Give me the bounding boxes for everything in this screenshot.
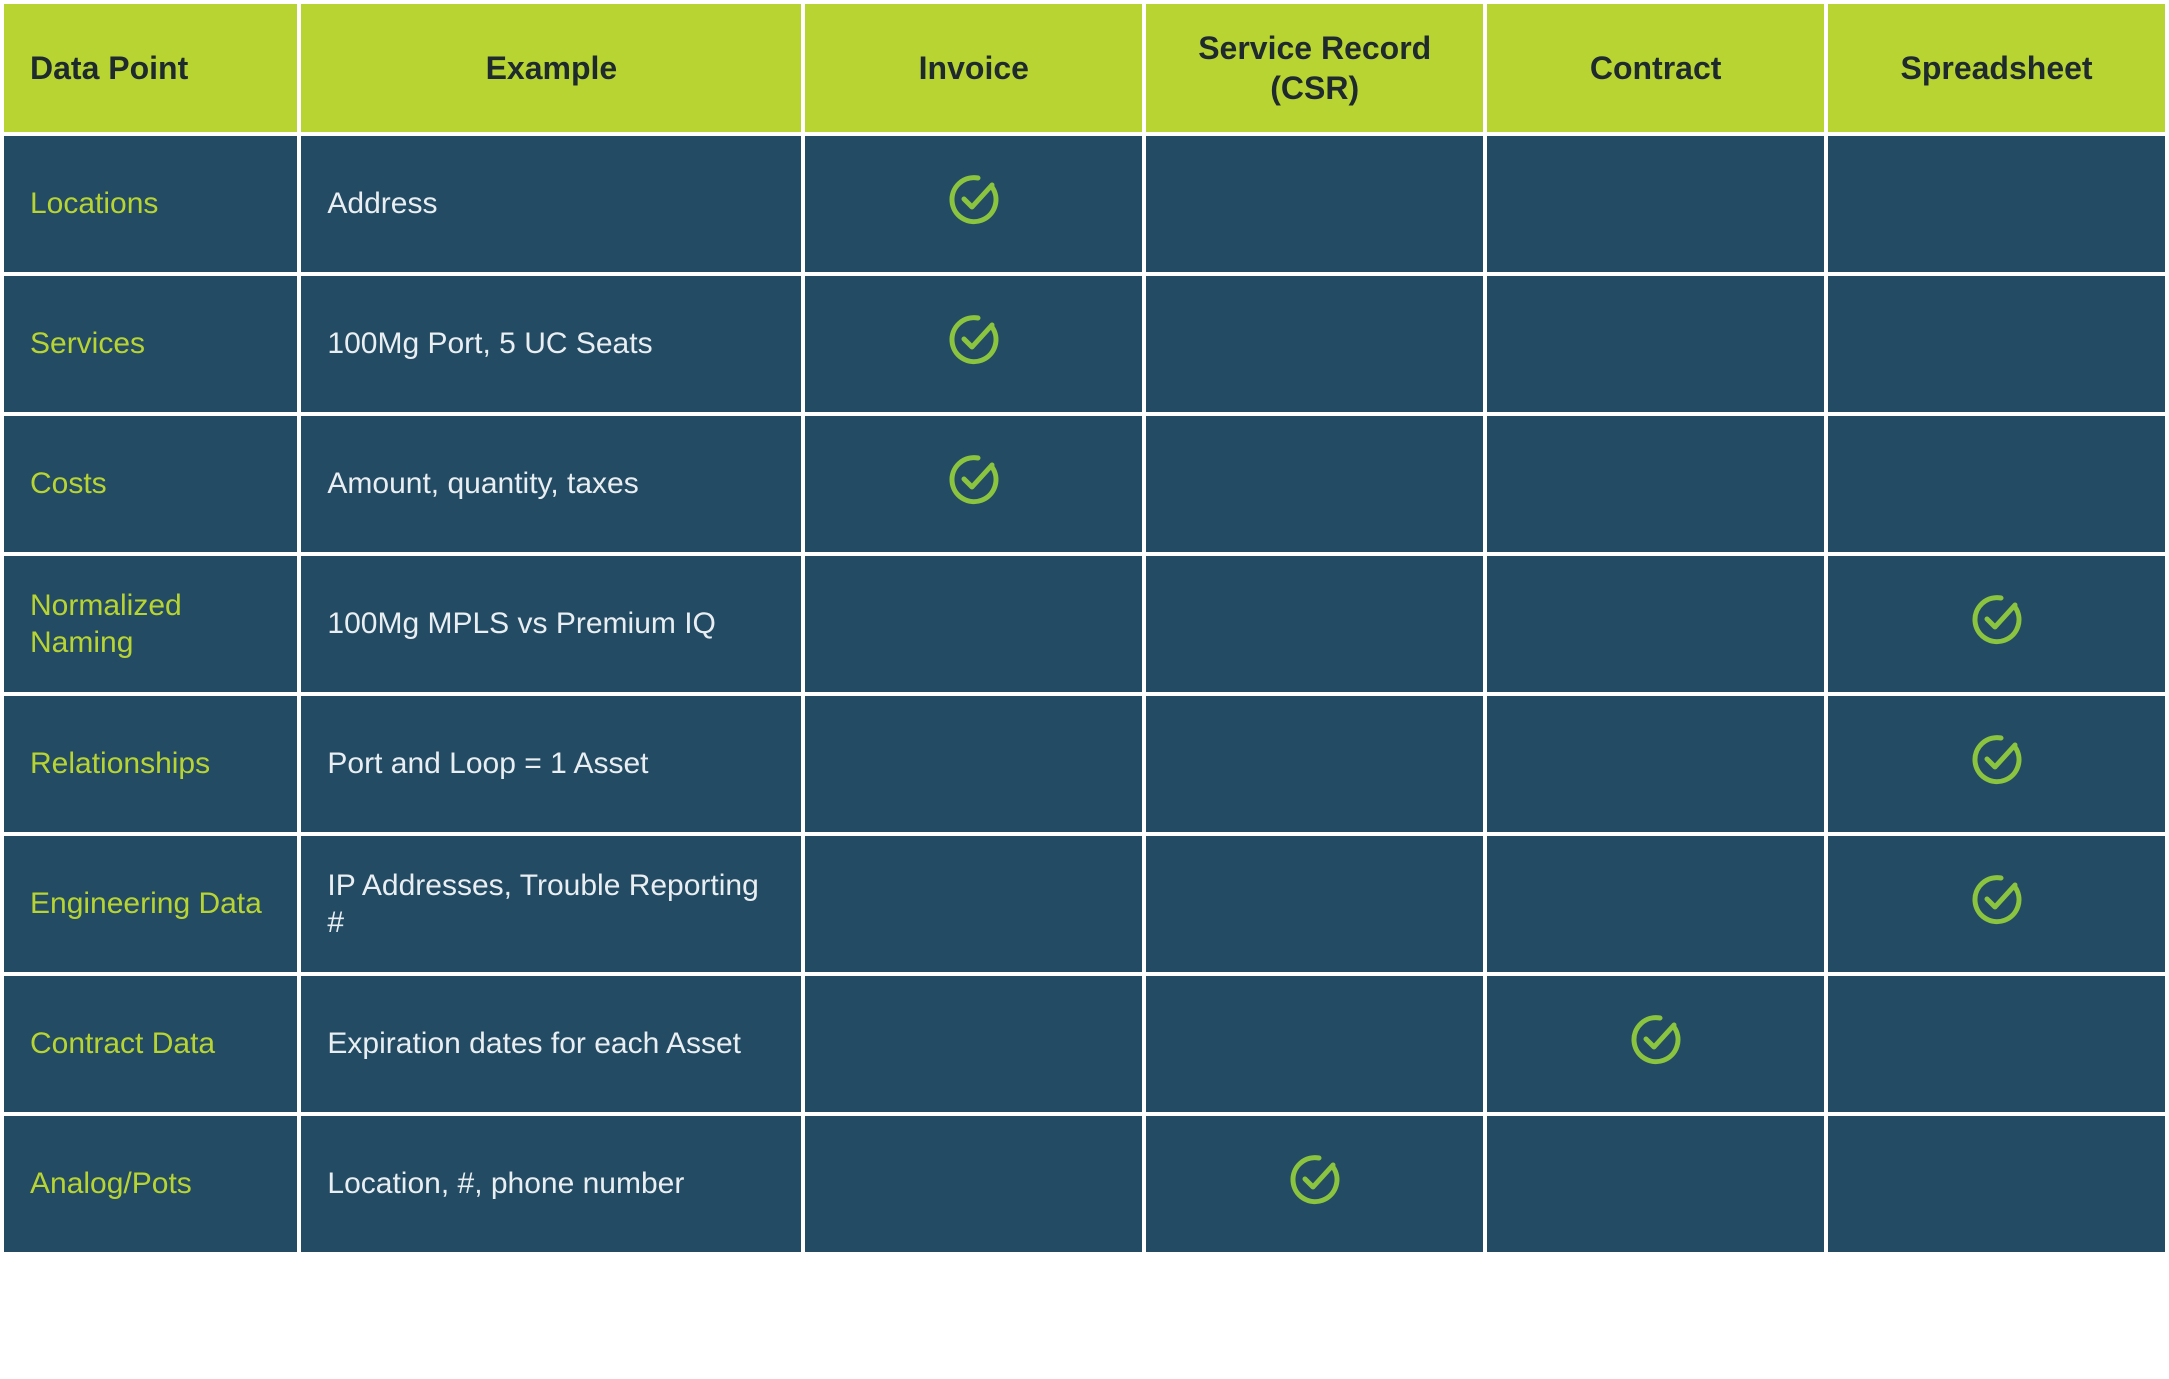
col-header-spreadsheet: Spreadsheet	[1828, 4, 2165, 132]
col-header-data-point: Data Point	[4, 4, 297, 132]
row-header: Normalized Naming	[4, 556, 297, 692]
table-body: LocationsAddress Services100Mg Port, 5 U…	[4, 136, 2165, 1252]
cell-contract	[1487, 696, 1824, 832]
checkmark-icon	[1971, 733, 2023, 785]
cell-invoice	[805, 556, 1142, 692]
table-row: Engineering DataIP Addresses, Trouble Re…	[4, 836, 2165, 972]
row-header: Relationships	[4, 696, 297, 832]
col-header-invoice: Invoice	[805, 4, 1142, 132]
cell-contract	[1487, 416, 1824, 552]
row-header: Services	[4, 276, 297, 412]
example-cell: IP Addresses, Trouble Reporting #	[301, 836, 801, 972]
cell-spreadsheet	[1828, 836, 2165, 972]
checkmark-icon	[1630, 1013, 1682, 1065]
table-header-row: Data Point Example Invoice Service Recor…	[4, 4, 2165, 132]
row-header: Analog/Pots	[4, 1116, 297, 1252]
cell-contract	[1487, 836, 1824, 972]
cell-contract	[1487, 276, 1824, 412]
table-row: Normalized Naming100Mg MPLS vs Premium I…	[4, 556, 2165, 692]
cell-spreadsheet	[1828, 1116, 2165, 1252]
table-row: Services100Mg Port, 5 UC Seats	[4, 276, 2165, 412]
example-cell: Location, #, phone number	[301, 1116, 801, 1252]
example-cell: Port and Loop = 1 Asset	[301, 696, 801, 832]
cell-csr	[1146, 136, 1483, 272]
cell-contract	[1487, 976, 1824, 1112]
col-header-csr: Service Record (CSR)	[1146, 4, 1483, 132]
cell-invoice	[805, 416, 1142, 552]
checkmark-icon	[948, 173, 1000, 225]
cell-csr	[1146, 696, 1483, 832]
cell-contract	[1487, 136, 1824, 272]
example-cell: Address	[301, 136, 801, 272]
cell-invoice	[805, 1116, 1142, 1252]
col-header-example: Example	[301, 4, 801, 132]
checkmark-icon	[1971, 593, 2023, 645]
example-cell: Amount, quantity, taxes	[301, 416, 801, 552]
cell-csr	[1146, 416, 1483, 552]
row-header: Locations	[4, 136, 297, 272]
example-cell: 100Mg MPLS vs Premium IQ	[301, 556, 801, 692]
table-row: CostsAmount, quantity, taxes	[4, 416, 2165, 552]
data-source-table: Data Point Example Invoice Service Recor…	[0, 0, 2169, 1256]
cell-csr	[1146, 836, 1483, 972]
cell-invoice	[805, 976, 1142, 1112]
checkmark-icon	[948, 313, 1000, 365]
table-row: RelationshipsPort and Loop = 1 Asset	[4, 696, 2165, 832]
table-header: Data Point Example Invoice Service Recor…	[4, 4, 2165, 132]
cell-spreadsheet	[1828, 696, 2165, 832]
cell-spreadsheet	[1828, 556, 2165, 692]
table-row: LocationsAddress	[4, 136, 2165, 272]
cell-invoice	[805, 276, 1142, 412]
cell-spreadsheet	[1828, 416, 2165, 552]
cell-csr	[1146, 556, 1483, 692]
cell-contract	[1487, 1116, 1824, 1252]
checkmark-icon	[1289, 1153, 1341, 1205]
row-header: Contract Data	[4, 976, 297, 1112]
row-header: Costs	[4, 416, 297, 552]
cell-spreadsheet	[1828, 976, 2165, 1112]
table-row: Contract DataExpiration dates for each A…	[4, 976, 2165, 1112]
example-cell: Expiration dates for each Asset	[301, 976, 801, 1112]
cell-contract	[1487, 556, 1824, 692]
table-row: Analog/PotsLocation, #, phone number	[4, 1116, 2165, 1252]
cell-invoice	[805, 696, 1142, 832]
cell-invoice	[805, 836, 1142, 972]
row-header: Engineering Data	[4, 836, 297, 972]
cell-csr	[1146, 1116, 1483, 1252]
cell-csr	[1146, 276, 1483, 412]
checkmark-icon	[948, 453, 1000, 505]
cell-csr	[1146, 976, 1483, 1112]
cell-invoice	[805, 136, 1142, 272]
cell-spreadsheet	[1828, 136, 2165, 272]
example-cell: 100Mg Port, 5 UC Seats	[301, 276, 801, 412]
col-header-contract: Contract	[1487, 4, 1824, 132]
checkmark-icon	[1971, 873, 2023, 925]
cell-spreadsheet	[1828, 276, 2165, 412]
